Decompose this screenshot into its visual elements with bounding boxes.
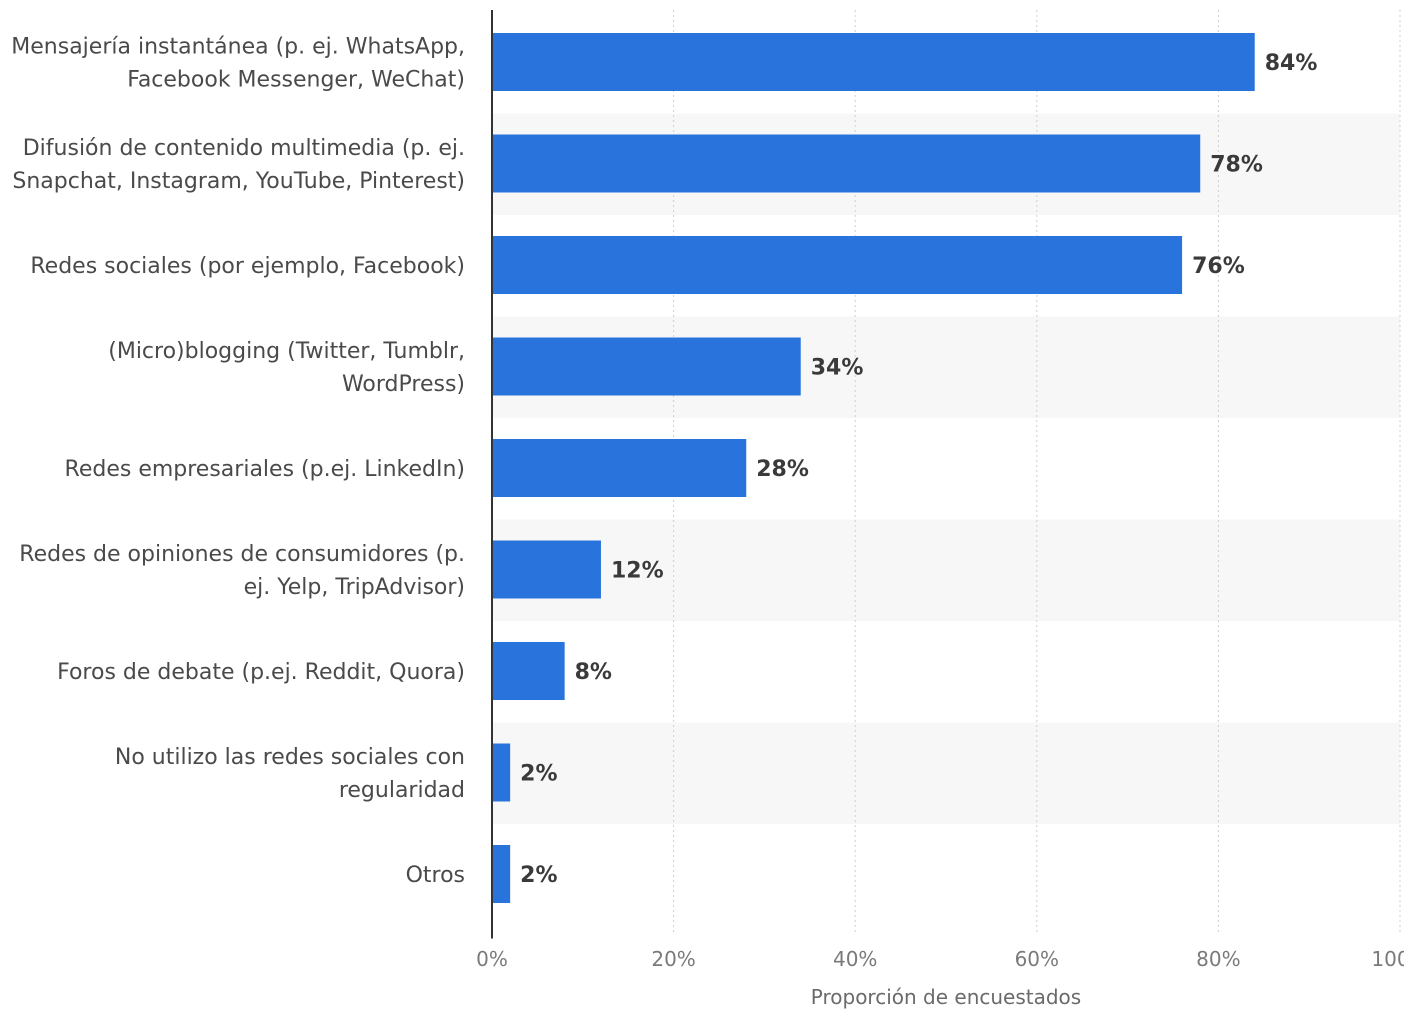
- x-tick-label: 40%: [833, 947, 877, 971]
- x-tick-label: 80%: [1196, 947, 1240, 971]
- bar: [492, 743, 511, 802]
- value-label: 28%: [756, 457, 809, 482]
- x-axis-title: Proporción de encuestados: [811, 985, 1081, 1009]
- category-labels: Mensajería instantánea (p. ej. WhatsApp,…: [11, 35, 465, 889]
- category-label: No utilizo las redes sociales con: [115, 745, 465, 770]
- bar: [492, 439, 747, 497]
- value-labels: 84% 78% 76% 34% 28% 12% 8% 2% 2%: [520, 51, 1317, 888]
- value-label: 78%: [1210, 153, 1263, 178]
- category-label: Difusión de contenido multimedia (p. ej.: [23, 136, 465, 161]
- value-label: 8%: [575, 660, 612, 685]
- bar: [492, 134, 1201, 193]
- category-label: Facebook Messenger, WeChat): [127, 68, 465, 93]
- bar: [492, 33, 1255, 91]
- category-label: Snapchat, Instagram, YouTube, Pinterest): [12, 169, 465, 194]
- row-band: [492, 519, 1400, 621]
- category-label: (Micro)blogging (Twitter, Tumblr,: [108, 339, 465, 364]
- x-tick-labels: 0% 20% 40% 60% 80% 100%: [476, 947, 1404, 971]
- value-label: 2%: [520, 762, 557, 787]
- category-label: Mensajería instantánea (p. ej. WhatsApp,: [11, 35, 465, 60]
- value-label: 2%: [520, 863, 557, 888]
- category-label: Foros de debate (p.ej. Reddit, Quora): [57, 660, 465, 685]
- value-label: 84%: [1265, 51, 1318, 76]
- category-label: regularidad: [339, 778, 465, 803]
- category-label: Redes sociales (por ejemplo, Facebook): [30, 254, 465, 279]
- bar: [492, 236, 1183, 294]
- bar: [492, 540, 601, 599]
- value-label: 12%: [611, 559, 664, 584]
- category-label: Redes de opiniones de consumidores (p.: [19, 542, 465, 567]
- category-label: ej. Yelp, TripAdvisor): [244, 575, 465, 600]
- bar: [492, 642, 565, 700]
- bars: [492, 33, 1255, 903]
- category-label: WordPress): [342, 372, 465, 397]
- bar: [492, 337, 801, 396]
- value-label: 76%: [1192, 254, 1245, 279]
- row-band: [492, 722, 1400, 824]
- category-label: Redes empresariales (p.ej. LinkedIn): [65, 457, 465, 482]
- category-label: Otros: [406, 863, 465, 888]
- value-label: 34%: [811, 356, 864, 381]
- x-tick-label: 20%: [651, 947, 695, 971]
- x-tick-label: 60%: [1015, 947, 1059, 971]
- bar: [492, 845, 511, 903]
- row-bands: [492, 113, 1400, 824]
- x-tick-label: 0%: [476, 947, 508, 971]
- x-tick-label: 100%: [1371, 947, 1404, 971]
